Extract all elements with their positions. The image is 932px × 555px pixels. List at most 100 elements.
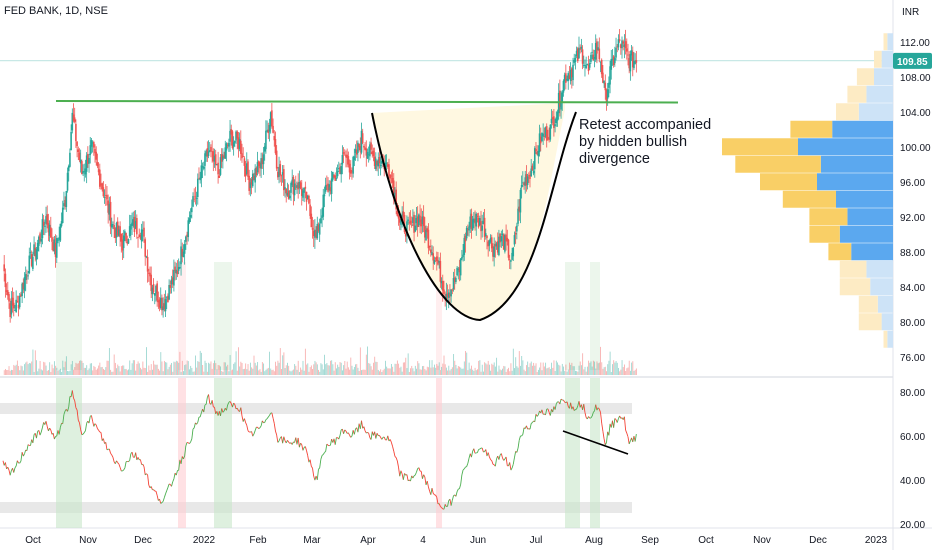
volume-bar-115	[140, 368, 141, 375]
volume-bar-57	[71, 364, 72, 375]
candle-body-57	[70, 132, 72, 150]
volume-bar-62	[77, 364, 78, 375]
candle-body-452	[542, 133, 544, 136]
candle-body-493	[591, 52, 593, 53]
time-tick-9: Jul	[530, 535, 543, 546]
volume-bar-235	[283, 352, 284, 375]
time-tick-5: Mar	[303, 535, 321, 546]
volume-bar-305	[367, 347, 368, 375]
volume-bar-174	[211, 361, 212, 375]
candle-body-119	[144, 239, 146, 256]
volume-bar-10	[15, 366, 16, 375]
volume-bar-75	[92, 370, 93, 375]
candle-body-1	[3, 264, 5, 271]
rsi-segment-144	[174, 473, 175, 479]
candle-body-285	[343, 152, 345, 154]
volume-bar-17	[23, 371, 24, 375]
candle-body-384	[461, 257, 463, 258]
volume-bar-450	[540, 362, 541, 375]
rsi-segment-329	[395, 456, 396, 457]
rsi-segment-279	[335, 438, 336, 445]
rsi-segment-503	[603, 431, 604, 439]
price-tick-4: 96.00	[900, 178, 925, 189]
signal-column-price-4	[565, 262, 580, 370]
volume-bar-328	[395, 364, 396, 375]
volume-bar-180	[218, 365, 219, 375]
rsi-segment-309	[371, 432, 372, 440]
volume-bar-259	[312, 369, 313, 375]
candle-body-21	[27, 275, 29, 276]
volume-bar-133	[162, 361, 163, 375]
volume-bar-302	[363, 370, 364, 375]
rsi-segment-295	[354, 429, 355, 434]
candle-body-519	[622, 41, 624, 43]
volume-bar-25	[32, 350, 33, 375]
candle-body-244	[294, 183, 296, 195]
volume-bar-153	[185, 364, 186, 375]
volume-bar-193	[233, 364, 234, 375]
candle-body-401	[481, 226, 483, 231]
volume-profile-down-9	[783, 191, 836, 208]
rsi-segment-215	[259, 428, 260, 429]
volume-bar-351	[422, 366, 423, 375]
volume-profile-down-2	[857, 68, 874, 85]
rsi-segment-256	[308, 456, 309, 463]
volume-bar-340	[409, 372, 410, 375]
volume-bar-506	[607, 364, 608, 375]
volume-bar-168	[203, 372, 204, 375]
volume-bar-111	[135, 371, 136, 375]
rsi-segment-44	[54, 436, 55, 439]
volume-bar-370	[445, 364, 446, 375]
candle-body-14	[19, 296, 21, 307]
rsi-segment-337	[405, 473, 406, 475]
candle-body-158	[191, 207, 193, 212]
candle-body-148	[179, 267, 181, 268]
volume-bar-332	[399, 368, 400, 375]
volume-bar-243	[293, 370, 294, 375]
volume-bar-218	[263, 364, 264, 375]
volume-bar-181	[219, 365, 220, 375]
annotation-line-2: by hidden bullish	[579, 134, 719, 151]
volume-bar-380	[457, 368, 458, 375]
volume-profile-up-10	[847, 208, 893, 225]
volume-bar-530	[636, 368, 637, 375]
candle-body-397	[477, 216, 479, 217]
candle-body-76	[93, 142, 95, 147]
rsi-segment-275	[330, 439, 331, 445]
candle-body-284	[342, 155, 344, 164]
candle-body-146	[177, 271, 179, 274]
volume-bar-24	[31, 362, 32, 375]
volume-profile-up-6	[798, 138, 893, 155]
volume-bar-406	[488, 361, 489, 375]
volume-bar-455	[546, 368, 547, 375]
time-tick-1: Nov	[79, 535, 97, 546]
rsi-segment-290	[348, 433, 349, 435]
volume-bar-335	[403, 363, 404, 375]
volume-bar-225	[271, 370, 272, 375]
volume-bar-159	[193, 372, 194, 375]
volume-bar-164	[199, 362, 200, 375]
volume-bar-99	[121, 366, 122, 375]
candle-body-294	[354, 156, 356, 160]
rsi-segment-512	[614, 418, 615, 427]
rsi-segment-357	[428, 487, 429, 491]
volume-bar-191	[231, 370, 232, 375]
volume-bar-255	[307, 363, 308, 375]
volume-bar-5	[9, 366, 10, 375]
volume-bar-298	[359, 371, 360, 375]
rsi-segment-331	[397, 461, 398, 467]
candle-body-324	[389, 175, 391, 179]
volume-bar-83	[102, 367, 103, 375]
volume-bar-282	[340, 362, 341, 375]
rsi-band-1	[0, 502, 632, 513]
rsi-segment-504	[604, 439, 605, 445]
volume-bar-281	[338, 367, 339, 375]
volume-profile-up-13	[866, 261, 893, 278]
volume-profile-up-3	[866, 86, 893, 103]
volume-bar-185	[224, 362, 225, 375]
rsi-segment-298	[358, 424, 359, 432]
volume-bar-419	[503, 366, 504, 375]
rsi-segment-347	[416, 469, 417, 473]
volume-bar-330	[397, 361, 398, 375]
